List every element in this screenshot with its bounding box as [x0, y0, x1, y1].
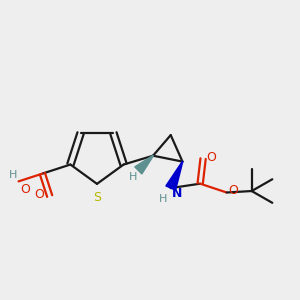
Text: H: H	[159, 194, 167, 204]
Text: N: N	[172, 187, 183, 200]
Text: O: O	[228, 184, 238, 197]
Polygon shape	[166, 161, 183, 190]
Text: S: S	[93, 191, 101, 204]
Text: O: O	[20, 183, 30, 196]
Text: H: H	[9, 170, 17, 180]
Text: H: H	[128, 172, 137, 182]
Text: O: O	[34, 188, 44, 201]
Polygon shape	[135, 155, 153, 174]
Text: O: O	[207, 151, 217, 164]
